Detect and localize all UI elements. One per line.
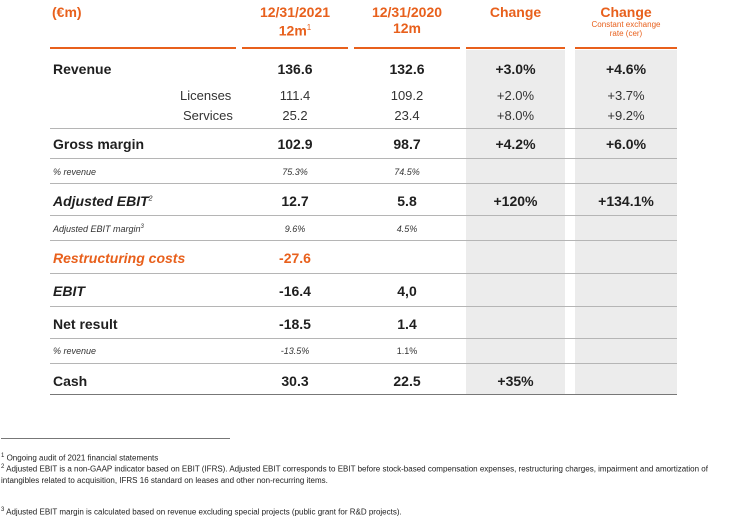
cash-change: +35% xyxy=(497,373,534,389)
row-divider xyxy=(50,240,677,241)
gross-margin-change: +4.2% xyxy=(495,136,536,152)
row-label-gross-margin: Gross margin xyxy=(53,136,145,152)
pct-revenue-net-2020: 1.1% xyxy=(396,346,418,356)
adjusted-ebit-2021: 12.7 xyxy=(281,193,309,209)
row-divider xyxy=(50,183,677,184)
row-label-ebit: EBIT xyxy=(53,283,85,299)
row-label-adjusted-ebit: Adjusted EBIT2 xyxy=(53,193,153,209)
adjusted-ebit-2020: 5.8 xyxy=(397,193,417,209)
cash-2020: 22.5 xyxy=(393,373,421,389)
header-rule xyxy=(575,47,677,49)
row-label-restructuring-costs: Restructuring costs xyxy=(53,250,186,266)
row-label-services: Services xyxy=(183,108,233,123)
row-label-cash: Cash xyxy=(53,373,88,389)
services-cer: +9.2% xyxy=(607,108,645,123)
adjusted-ebit-margin-2020: 4.5% xyxy=(396,224,418,234)
footnote-3: 3 Adjusted EBIT margin is calculated bas… xyxy=(1,507,402,517)
header-rule xyxy=(50,47,236,49)
revenue-2021: 136.6 xyxy=(277,61,313,77)
row-label-net-result: Net result xyxy=(53,316,118,332)
adjusted-ebit-cer: +134.1% xyxy=(598,193,654,209)
adjusted-ebit-change: +120% xyxy=(493,193,538,209)
services-change: +8.0% xyxy=(496,108,535,123)
pct-revenue-net-2021: -13.5% xyxy=(280,346,310,356)
header-change-cer: Change Constant exchange rate (cer) xyxy=(591,4,661,38)
footnote-rule xyxy=(1,438,230,439)
header-change: Change xyxy=(489,4,542,20)
gross-margin-cer: +6.0% xyxy=(605,136,647,152)
header-rule xyxy=(354,47,460,49)
row-divider xyxy=(50,158,677,159)
row-divider xyxy=(50,338,677,339)
header-rule xyxy=(466,47,565,49)
row-label-pct-revenue: % revenue xyxy=(53,167,97,177)
pct-revenue-2020: 74.5% xyxy=(394,167,420,177)
revenue-change: +3.0% xyxy=(495,61,536,77)
row-divider xyxy=(50,128,677,129)
row-divider xyxy=(50,363,677,364)
cash-2021: 30.3 xyxy=(281,373,309,389)
gross-margin-2021: 102.9 xyxy=(277,136,313,152)
change-column-shade xyxy=(466,50,565,394)
services-2021: 25.2 xyxy=(282,108,308,123)
row-divider xyxy=(50,215,677,216)
pct-revenue-2021: 75.3% xyxy=(282,167,308,177)
table-bottom-rule xyxy=(50,394,677,395)
licenses-2020: 109.2 xyxy=(390,88,424,103)
unit-label: (€m) xyxy=(52,4,82,20)
ebit-2020: 4,0 xyxy=(397,283,417,299)
row-divider xyxy=(50,306,677,307)
services-2020: 23.4 xyxy=(394,108,420,123)
header-2021: 12/31/2021 12m1 xyxy=(259,4,331,39)
footnote-2: 2 Adjusted EBIT is a non-GAAP indicator … xyxy=(1,464,708,485)
licenses-change: +2.0% xyxy=(496,88,535,103)
licenses-cer: +3.7% xyxy=(607,88,645,103)
header-rule xyxy=(242,47,348,49)
restructuring-costs-2021: -27.6 xyxy=(279,250,311,266)
cer-column-shade xyxy=(575,50,677,394)
row-label-revenue: Revenue xyxy=(53,61,112,77)
ebit-2021: -16.4 xyxy=(279,283,311,299)
licenses-2021: 111.4 xyxy=(279,88,311,103)
row-label-pct-revenue-net: % revenue xyxy=(53,346,97,356)
footnote-1: 1 Ongoing audit of 2021 financial statem… xyxy=(1,453,159,463)
gross-margin-2020: 98.7 xyxy=(393,136,421,152)
header-2020: 12/31/2020 12m xyxy=(371,4,443,36)
revenue-2020: 132.6 xyxy=(389,61,425,77)
revenue-cer: +4.6% xyxy=(605,61,647,77)
net-result-2021: -18.5 xyxy=(279,316,311,332)
row-label-licenses: Licenses xyxy=(180,88,232,103)
row-label-adjusted-ebit-margin: Adjusted EBIT margin3 xyxy=(53,224,144,234)
row-divider xyxy=(50,273,677,274)
adjusted-ebit-margin-2021: 9.6% xyxy=(284,224,306,234)
net-result-2020: 1.4 xyxy=(397,316,417,332)
